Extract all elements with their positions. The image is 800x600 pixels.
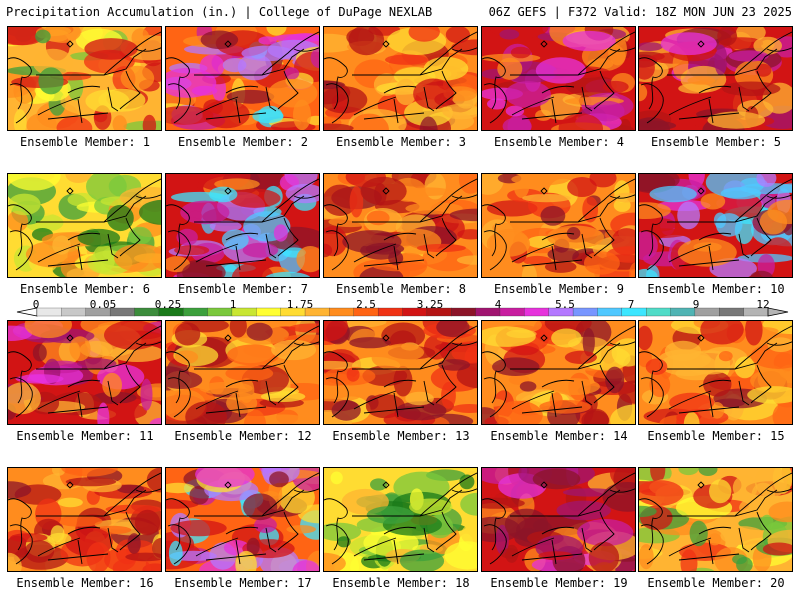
ensemble-member-label: Ensemble Member: 4 [493,135,625,149]
ensemble-member-map [323,320,478,425]
ensemble-member-label: Ensemble Member: 12 [174,429,312,443]
ensemble-member-map [638,467,793,572]
colorbar-swatch [183,307,209,317]
colorbar-tick-label: 0.05 [89,298,117,311]
ensemble-member-map [323,467,478,572]
ensemble-member-label: Ensemble Member: 2 [177,135,309,149]
ensemble-member-label: Ensemble Member: 8 [335,282,467,296]
ensemble-member-map [7,320,162,425]
ensemble-member-label: Ensemble Member: 5 [650,135,782,149]
ensemble-member-label: Ensemble Member: 17 [174,576,312,590]
ensemble-member-map [165,173,320,278]
colorbar-swatch [36,307,62,317]
colorbar-swatch [670,307,696,317]
colorbar-tick-label: 9 [692,298,700,311]
ensemble-member-label: Ensemble Member: 10 [647,282,785,296]
ensemble-member-label: Ensemble Member: 9 [493,282,625,296]
ensemble-member-map [165,467,320,572]
ensemble-member-label: Ensemble Member: 7 [177,282,309,296]
ensemble-member-map [638,26,793,131]
ensemble-member-map [323,173,478,278]
ensemble-member-label: Ensemble Member: 15 [647,429,785,443]
precipitation-colorbar [16,307,789,317]
colorbar-swatch [256,307,282,317]
colorbar-tick-label: 1.75 [286,298,314,311]
ensemble-member-map [481,320,636,425]
ensemble-member-label: Ensemble Member: 11 [16,429,154,443]
colorbar-swatch [329,307,355,317]
ensemble-member-label: Ensemble Member: 20 [647,576,785,590]
ensemble-member-map [638,173,793,278]
map-title: Precipitation Accumulation (in.) | Colle… [6,5,433,19]
ensemble-member-label: Ensemble Member: 6 [19,282,151,296]
colorbar-tick-label: 4 [494,298,502,311]
colorbar-tick-label: 0 [32,298,40,311]
colorbar-swatch [207,307,233,317]
colorbar-swatch [719,307,745,317]
colorbar-tick-label: 3.25 [416,298,444,311]
colorbar-tick-label: 5.5 [555,298,575,311]
ensemble-member-map [165,320,320,425]
colorbar-swatch [524,307,550,317]
ensemble-member-map [481,26,636,131]
ensemble-member-map [7,26,162,131]
ensemble-member-label: Ensemble Member: 13 [332,429,470,443]
colorbar-tick-label: 0.25 [154,298,182,311]
colorbar-swatch [451,307,477,317]
colorbar-swatch [646,307,671,317]
ensemble-member-map [7,173,162,278]
colorbar-swatch [377,307,403,317]
ensemble-member-map [481,467,636,572]
ensemble-member-label: Ensemble Member: 14 [490,429,628,443]
colorbar-swatch [61,307,87,317]
ensemble-member-label: Ensemble Member: 1 [19,135,151,149]
ensemble-member-map [481,173,636,278]
ensemble-member-map [323,26,478,131]
ensemble-member-label: Ensemble Member: 3 [335,135,467,149]
ensemble-member-label: Ensemble Member: 16 [16,576,154,590]
ensemble-member-label: Ensemble Member: 19 [490,576,628,590]
colorbar-tick-label: 12 [756,298,770,311]
ensemble-member-label: Ensemble Member: 18 [332,576,470,590]
ensemble-member-map [165,26,320,131]
colorbar-swatch [597,307,623,317]
colorbar-max-arrow [767,307,789,317]
colorbar-tick-label: 7 [627,298,635,311]
colorbar-swatch [499,307,525,317]
ensemble-member-map [638,320,793,425]
colorbar-tick-label: 1 [229,298,237,311]
ensemble-member-map [7,467,162,572]
model-run-info: 06Z GEFS | F372 Valid: 18Z MON JUN 23 20… [488,5,792,19]
colorbar-tick-label: 2.5 [356,298,376,311]
colorbar-swatch [572,307,598,317]
